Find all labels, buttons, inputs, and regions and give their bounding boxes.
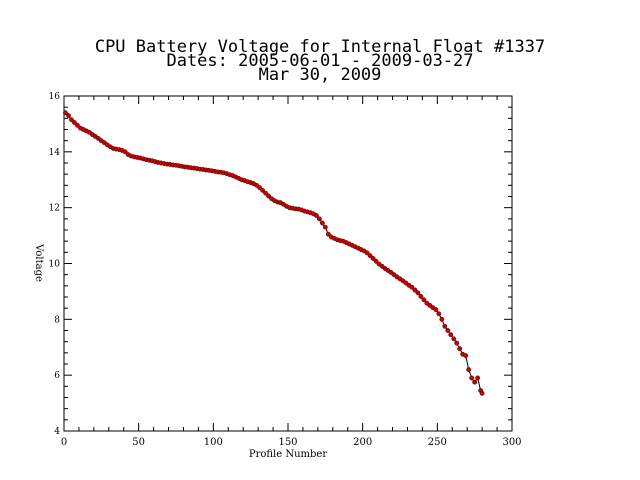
data-point [325,231,331,237]
data-point [421,297,427,303]
data-point [409,284,415,290]
x-tick-label: 150 [278,437,297,448]
data-point [466,367,472,372]
y-tick-label: 8 [54,315,60,325]
data-point [415,290,421,296]
x-tick-label: 50 [132,437,145,448]
data-point [472,379,478,385]
data-point [445,328,451,333]
x-axis: 0 50 100 150 200 250 300 [61,96,522,448]
y-tick-label: 12 [49,204,60,214]
data-point [316,216,322,222]
y-axis: 4 6 8 10 12 14 16 [49,92,512,437]
data-point [66,113,71,118]
data-point [313,213,319,218]
chart-title-line-2: Dates: 2005-06-01 - 2009-03-27 [166,51,474,71]
data-point [479,390,485,396]
x-axis-label: Profile Number [249,449,327,460]
data-point [451,336,457,342]
y-tick-label: 4 [54,427,60,437]
y-axis-label: Voltage [33,243,44,282]
x-tick-label: 200 [353,437,372,448]
data-point [457,346,463,352]
data-point [439,316,445,322]
plot-frame [63,95,513,432]
data-series [63,110,485,396]
data-point [367,253,373,259]
data-point [418,294,424,299]
x-tick-label: 250 [428,437,447,448]
chart-title-line-3: Mar 30, 2009 [258,65,382,85]
x-tick-label: 300 [502,437,521,448]
data-point [364,250,370,256]
data-point [257,185,263,190]
data-point [72,120,77,125]
data-point [63,110,68,116]
data-point [69,117,74,123]
data-point [319,220,325,226]
chart-title-line-1: CPU Battery Voltage for Internal Float #… [94,37,546,57]
data-point [463,353,469,359]
data-point [412,287,418,293]
data-point [442,323,448,329]
data-point [263,190,268,196]
y-tick-label: 6 [54,371,60,381]
data-point [475,375,481,381]
y-tick-label: 10 [49,260,61,270]
data-point [433,307,439,312]
data-point [260,187,266,193]
x-tick-label: 100 [204,437,223,448]
data-point [266,193,271,199]
data-point [370,256,376,261]
data-point [75,122,80,128]
y-tick-label: 16 [49,92,61,102]
data-point [122,149,128,155]
data-point [436,311,442,317]
data-point [448,332,454,338]
data-point [373,258,379,264]
data-point [322,224,328,230]
y-tick-label: 14 [49,148,61,158]
x-tick-label: 0 [61,437,67,448]
data-point [469,375,475,381]
data-point [454,340,460,346]
